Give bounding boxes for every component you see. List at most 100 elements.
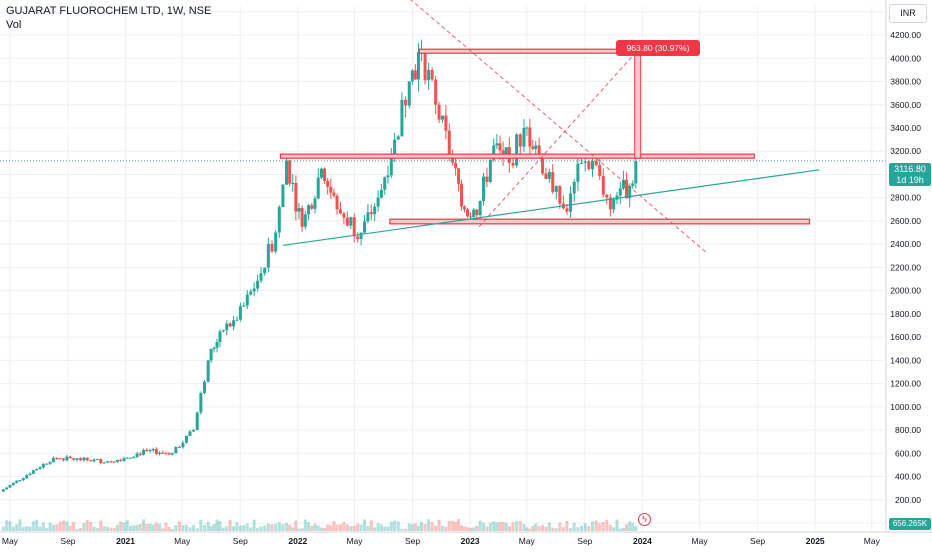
- candle-body: [21, 478, 25, 480]
- volume-bar: [75, 528, 79, 531]
- volume-bar: [485, 526, 489, 531]
- candle-body: [82, 457, 86, 461]
- volume-bar: [434, 525, 438, 531]
- volume-bar: [386, 526, 390, 531]
- volume-bar: [511, 522, 515, 531]
- volume-bar: [199, 519, 203, 531]
- volume-bar: [621, 527, 625, 531]
- candle-body: [89, 460, 93, 462]
- volume-bar: [161, 528, 165, 531]
- candle-body: [631, 183, 635, 187]
- candle-body: [326, 180, 330, 187]
- candle-body: [263, 267, 267, 274]
- volume-bar: [145, 524, 149, 531]
- price-tick-label: 2400.00: [890, 239, 921, 249]
- volume-bar: [537, 526, 541, 531]
- candle-body: [161, 452, 165, 454]
- candle-body: [203, 381, 207, 394]
- candle-body: [410, 70, 414, 82]
- volume-bar: [369, 520, 373, 531]
- candle-body: [277, 207, 281, 233]
- volume-label[interactable]: Vol: [6, 19, 22, 31]
- time-tick-label: 2023: [461, 536, 480, 546]
- candle-body: [522, 127, 526, 147]
- time-tick-label: 2021: [116, 536, 135, 546]
- candle-body: [488, 159, 492, 182]
- volume-bar: [142, 519, 146, 531]
- candle-body: [621, 179, 625, 189]
- candle-body: [495, 143, 499, 146]
- candle-body: [349, 217, 353, 226]
- candle-body: [99, 459, 103, 463]
- candle-body: [228, 323, 232, 327]
- candle-body: [462, 206, 466, 210]
- volume-bar: [373, 527, 377, 531]
- currency-button[interactable]: INR: [889, 4, 927, 23]
- volume-bar: [177, 521, 181, 531]
- dashed-trend-line: [478, 50, 638, 228]
- candle-body: [206, 360, 210, 382]
- volume-bar: [148, 523, 152, 531]
- ascending-trend-line: [283, 169, 820, 246]
- volume-bar: [115, 524, 119, 531]
- candle-body: [363, 221, 367, 233]
- candle-body: [18, 479, 22, 481]
- candle-body: [319, 168, 323, 178]
- price-tick-label: 3600.00: [890, 100, 921, 110]
- candle-body: [400, 99, 404, 137]
- volume-bar: [404, 528, 408, 531]
- candle-body: [170, 453, 174, 455]
- time-axis[interactable]: May Sep 2021 May Sep 2022 May Sep 2023 May Sep 2024…: [0, 531, 932, 546]
- volume-bar: [195, 528, 199, 531]
- volume-bar: [228, 519, 232, 531]
- candle-body: [142, 449, 146, 455]
- volume-bar: [460, 525, 464, 531]
- volume-bar: [420, 521, 424, 531]
- price-range-measure: [634, 48, 642, 159]
- time-tick-label: May: [519, 536, 536, 546]
- volume-bar: [531, 525, 535, 531]
- candle-body: [601, 176, 605, 195]
- volume-bar: [625, 524, 629, 531]
- candle-body: [5, 487, 9, 490]
- candle-body: [184, 435, 188, 443]
- candle-body: [356, 236, 360, 239]
- candle-body: [288, 160, 292, 184]
- volume-bar: [389, 521, 393, 531]
- price-axis[interactable]: 0.00200.00400.00600.00800.001000.001200.…: [885, 0, 921, 532]
- candle-body: [580, 162, 584, 164]
- volume-bar: [242, 525, 246, 531]
- volume-bar: [285, 522, 289, 531]
- symbol-title[interactable]: GUJARAT FLUOROCHEM LTD, 1W, NSE: [6, 5, 212, 17]
- volume-bar: [238, 525, 242, 531]
- volume-bar: [184, 524, 188, 531]
- volume-bar: [469, 527, 473, 531]
- candle-body: [252, 288, 256, 292]
- volume-bar: [466, 527, 470, 531]
- volume-bar: [349, 526, 353, 531]
- candle-body: [62, 458, 66, 461]
- volume-bar: [109, 527, 113, 531]
- volume-bar: [288, 524, 292, 531]
- volume-bar: [294, 520, 298, 531]
- lightning-icon[interactable]: ϟ: [638, 513, 651, 526]
- candle-body: [469, 216, 473, 218]
- candle-body: [313, 198, 317, 209]
- volume-bar: [601, 521, 605, 531]
- candle-body: [303, 214, 307, 227]
- candle-body: [85, 457, 89, 461]
- volume-bar: [332, 521, 336, 531]
- drawings[interactable]: [0, 0, 886, 253]
- volume-bar: [383, 526, 387, 531]
- volume-bar: [303, 519, 307, 531]
- candle-body: [177, 447, 181, 449]
- volume-bar: [215, 519, 219, 531]
- volume-value-tag: 656.265K: [889, 518, 931, 530]
- time-tick-label: Sep: [405, 536, 420, 546]
- candle-body: [534, 145, 538, 149]
- volume-bar: [125, 520, 129, 531]
- volume-bar: [164, 522, 168, 531]
- volume-bar: [634, 526, 638, 531]
